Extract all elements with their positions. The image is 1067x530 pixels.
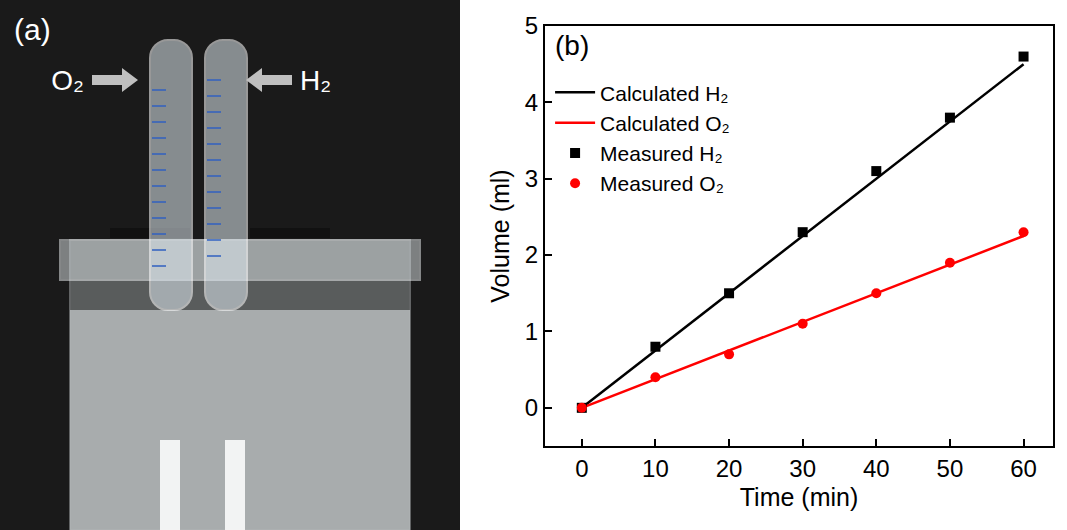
svg-text:3: 3 — [525, 165, 538, 192]
svg-text:2: 2 — [525, 241, 538, 268]
svg-text:4: 4 — [525, 89, 538, 116]
svg-text:Calculated H₂: Calculated H₂ — [600, 82, 728, 105]
svg-text:5: 5 — [525, 12, 538, 39]
svg-text:20: 20 — [716, 455, 743, 482]
svg-text:0: 0 — [575, 455, 588, 482]
svg-text:Measured O₂: Measured O₂ — [600, 172, 724, 195]
svg-text:50: 50 — [937, 455, 964, 482]
svg-text:0: 0 — [525, 394, 538, 421]
svg-text:Volume (ml): Volume (ml) — [486, 169, 514, 302]
svg-text:Calculated O₂: Calculated O₂ — [600, 112, 730, 135]
svg-text:10: 10 — [642, 455, 669, 482]
svg-text:Measured H₂: Measured H₂ — [600, 142, 723, 165]
svg-text:40: 40 — [863, 455, 890, 482]
svg-text:Time (min): Time (min) — [740, 483, 859, 511]
svg-text:H₂: H₂ — [300, 65, 331, 96]
svg-text:1: 1 — [525, 318, 538, 345]
svg-text:(a): (a) — [14, 13, 51, 46]
svg-text:O₂: O₂ — [51, 65, 84, 96]
svg-text:30: 30 — [789, 455, 816, 482]
svg-text:60: 60 — [1010, 455, 1037, 482]
svg-text:(b): (b) — [555, 30, 589, 61]
